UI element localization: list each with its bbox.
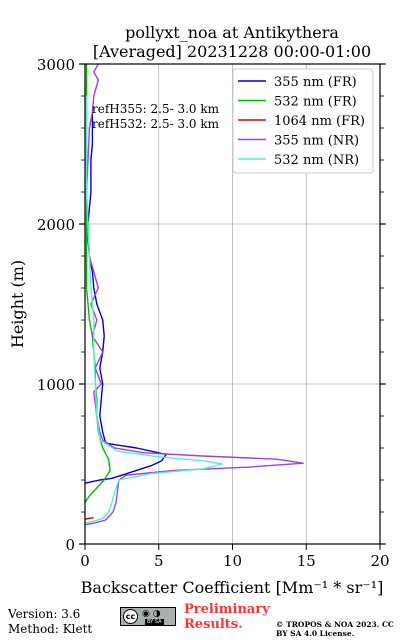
legend: 355 nm (FR) 532 nm (FR) 1064 nm (FR) 355 nm… — [232, 68, 374, 174]
copyright-notice: © TROPOS & NOA 2023. CC BY SA 4.0 Licens… — [276, 620, 394, 638]
x-tick-label: 15 — [297, 552, 316, 570]
legend-label: 532 nm (NR) — [274, 153, 359, 168]
y-axis-label: Height (m) — [8, 260, 27, 348]
preliminary-results-label: Preliminary Results. — [184, 602, 270, 632]
y-tick-label: 2000 — [37, 216, 75, 234]
x-tick-label: 5 — [154, 552, 164, 570]
ref-height-annotation: refH355: 2.5- 3.0 km — [92, 102, 220, 116]
legend-label: 532 nm (FR) — [274, 95, 357, 110]
y-tick-label: 0 — [65, 536, 75, 554]
series-line-0 — [84, 112, 167, 484]
axis-ticks: 0 5 10 15 20 0 1000 2000 3000 — [37, 56, 390, 570]
y-tick-label: 3000 — [37, 56, 75, 74]
data-series — [84, 63, 304, 526]
cc-terms-label: BY SA — [145, 619, 164, 625]
series-line-4 — [84, 96, 223, 524]
legend-box — [232, 68, 374, 174]
y-tick-label: 1000 — [37, 376, 75, 394]
version-label: Version: 3.6 — [8, 607, 81, 621]
method-label: Method: Klett — [8, 622, 93, 636]
legend-label: 355 nm (NR) — [274, 134, 359, 149]
legend-label: 1064 nm (FR) — [274, 114, 365, 129]
cc-license-badge: cc ◉ ◑ BY SA — [120, 607, 176, 626]
x-axis-label: Backscatter Coefficient [Mm⁻¹ * sr⁻¹] — [81, 578, 384, 597]
chart-subtitle: [Averaged] 20231228 00:00-01:00 — [93, 42, 371, 61]
ref-height-annotation: refH532: 2.5- 3.0 km — [92, 117, 220, 131]
legend-label: 355 nm (FR) — [274, 75, 357, 90]
x-tick-label: 20 — [370, 552, 389, 570]
series-line-2 — [84, 517, 94, 520]
x-tick-label: 10 — [223, 552, 242, 570]
chart-title: pollyxt_noa at Antikythera — [125, 23, 339, 42]
x-tick-label: 0 — [80, 552, 90, 570]
by-sa-icons: ◉ ◑ — [142, 609, 161, 619]
cc-icon: cc — [123, 609, 138, 624]
chart-area: pollyxt_noa at Antikythera [Averaged] 20… — [8, 23, 390, 597]
